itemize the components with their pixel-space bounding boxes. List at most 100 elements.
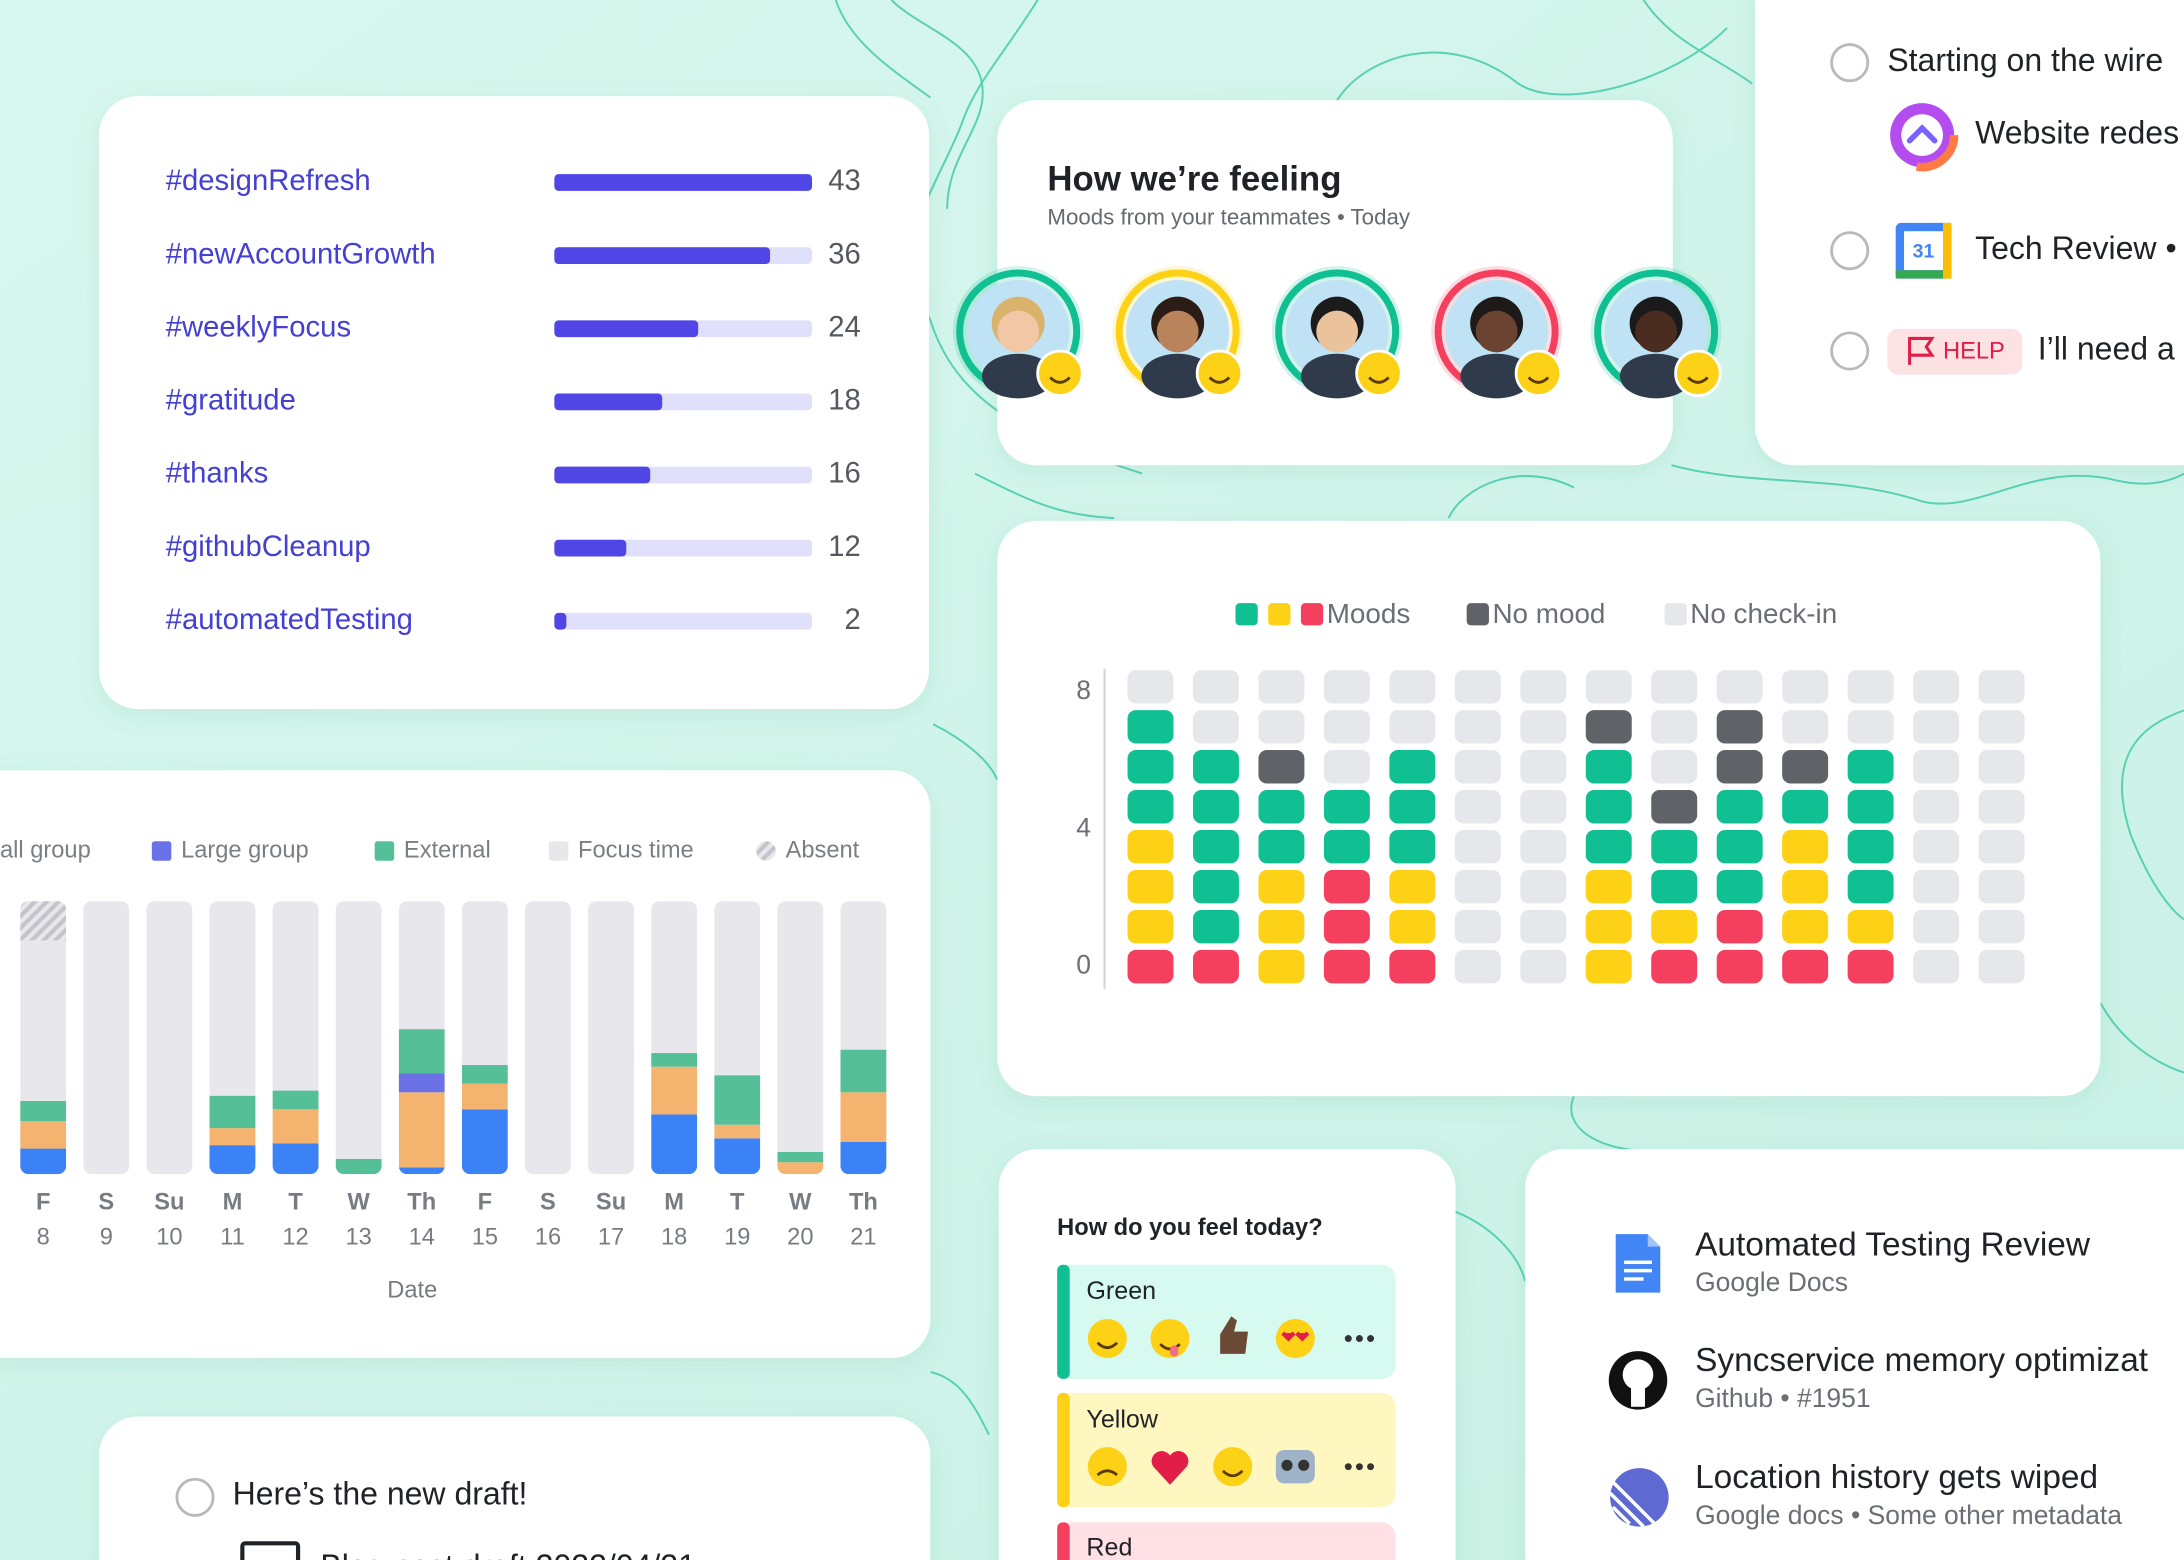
teammate-avatar[interactable] [1271,266,1403,399]
teammate-avatar[interactable] [1431,266,1563,399]
cell [1127,710,1174,744]
checkbox[interactable] [175,1477,215,1517]
feel-title: How do you feel today? [1057,1215,1323,1241]
cell-segment [1782,670,1829,744]
bar-segment [209,1145,256,1175]
cell [1258,949,1305,984]
cell [1585,869,1632,904]
cell-segment [1323,869,1370,984]
cell [1913,790,1960,824]
cell-segment [1782,750,1829,784]
cell [1585,790,1632,824]
emoji-row [1087,1316,1375,1487]
cell [1978,869,2025,904]
feel-option-label: Red [1086,1533,1132,1560]
bar [554,247,771,264]
help-badge[interactable] [1887,328,2023,375]
teammate-avatar[interactable] [952,266,1084,399]
feel-option-green[interactable]: Green [1057,1264,1396,1379]
cell [1978,750,2025,784]
cell [1847,710,1894,744]
x-tick-day: Th [849,1190,878,1216]
x-tick-day: T [288,1190,303,1216]
cell [1389,670,1436,704]
feel-option-red[interactable]: Red [1057,1522,1396,1560]
cell-segment [1389,869,1436,944]
bar-segment [461,1109,508,1175]
cell-segment [1716,790,1763,904]
avatar-face [1156,310,1199,353]
clickup-icon [1885,98,1959,172]
draft-attachment[interactable]: Blog post draft 2022/04/21 [320,1548,696,1560]
doc-title[interactable]: Automated Testing Review [1695,1226,2091,1263]
cell [1716,790,1763,824]
cell-segment [1651,830,1698,904]
mood-emoji-mouth [1687,376,1709,384]
contour-lines [834,0,2184,1436]
bar-segment [777,1162,824,1175]
cell [1520,830,1567,864]
cell-segment [1258,670,1305,744]
cell [1258,909,1305,944]
bar-stack [272,901,319,1175]
cell [1192,750,1239,784]
bar-stack [524,901,571,1175]
bar-stack [146,901,193,1175]
cell [1389,949,1436,984]
doc-source: Google docs • Some other metadata [1695,1500,2122,1530]
cell [1651,790,1698,824]
cell-segment [1389,949,1436,984]
mood-title: How we’re feeling [1047,159,1341,198]
y-tick-label: 8 [1076,675,1091,705]
bar-segment [714,901,761,1076]
cell-segment [1585,710,1632,744]
cell [1782,869,1829,904]
cell-segment [1127,710,1174,824]
bar-segment [524,901,571,1175]
legend-label: all group [0,837,91,863]
task-list: Starting on the wire Website redes 31 Te… [1830,42,2179,375]
x-tick-day: M [664,1190,684,1216]
flag-icon [1908,336,1935,365]
google-docs-icon [1615,1234,1661,1293]
x-tick-day: Th [407,1190,436,1216]
checkbox[interactable] [1830,43,1870,83]
cell [1782,750,1829,784]
teammate-avatar[interactable] [1590,266,1722,399]
bar-segment [83,901,130,1175]
cell [1454,750,1501,784]
cell [1913,830,1960,864]
bar-segment [651,901,698,1054]
bar-segment [461,1083,508,1110]
bar-value: 43 [828,165,861,197]
bar [554,466,651,484]
x-tick-date: 14 [409,1225,435,1251]
doc-source: Github • #1951 [1695,1383,1870,1413]
cell [1847,750,1894,784]
bar-value: 36 [828,238,861,270]
teammate-avatar[interactable] [1112,266,1244,399]
legend-swatch [374,841,395,861]
bar [554,174,813,191]
x-tick-day: W [347,1190,370,1216]
hashtag-label: #newAccountGrowth [166,238,436,270]
doc-title[interactable]: Syncservice memory optimizat [1695,1342,2149,1379]
checkbox[interactable] [1830,331,1870,371]
cell [1454,869,1501,904]
cell [1127,830,1174,864]
cell [1454,710,1501,744]
x-tick-date: 18 [661,1225,687,1251]
checkbox[interactable] [1830,231,1870,271]
bar-segment [651,1053,698,1067]
bar-segment [714,1075,761,1125]
cell [1323,670,1370,704]
hashtag-label: #githubCleanup [166,531,371,563]
cell-segment [1847,670,1894,744]
bar-segment [272,1109,319,1144]
cell [1978,909,2025,944]
cell-segment [1192,670,1239,744]
task-text: Starting on the wire [1887,42,2163,78]
doc-title[interactable]: Location history gets wiped [1695,1459,2098,1496]
cell [1716,710,1763,744]
